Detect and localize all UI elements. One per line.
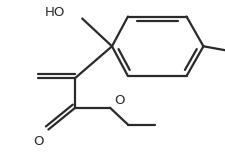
- Text: O: O: [33, 135, 43, 148]
- Text: HO: HO: [45, 6, 65, 19]
- Text: O: O: [114, 94, 125, 107]
